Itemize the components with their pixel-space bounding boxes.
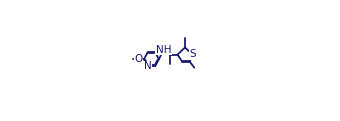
Text: NH: NH [156,45,171,55]
Text: S: S [189,49,196,59]
Text: O: O [134,54,142,64]
Text: N: N [144,61,152,71]
